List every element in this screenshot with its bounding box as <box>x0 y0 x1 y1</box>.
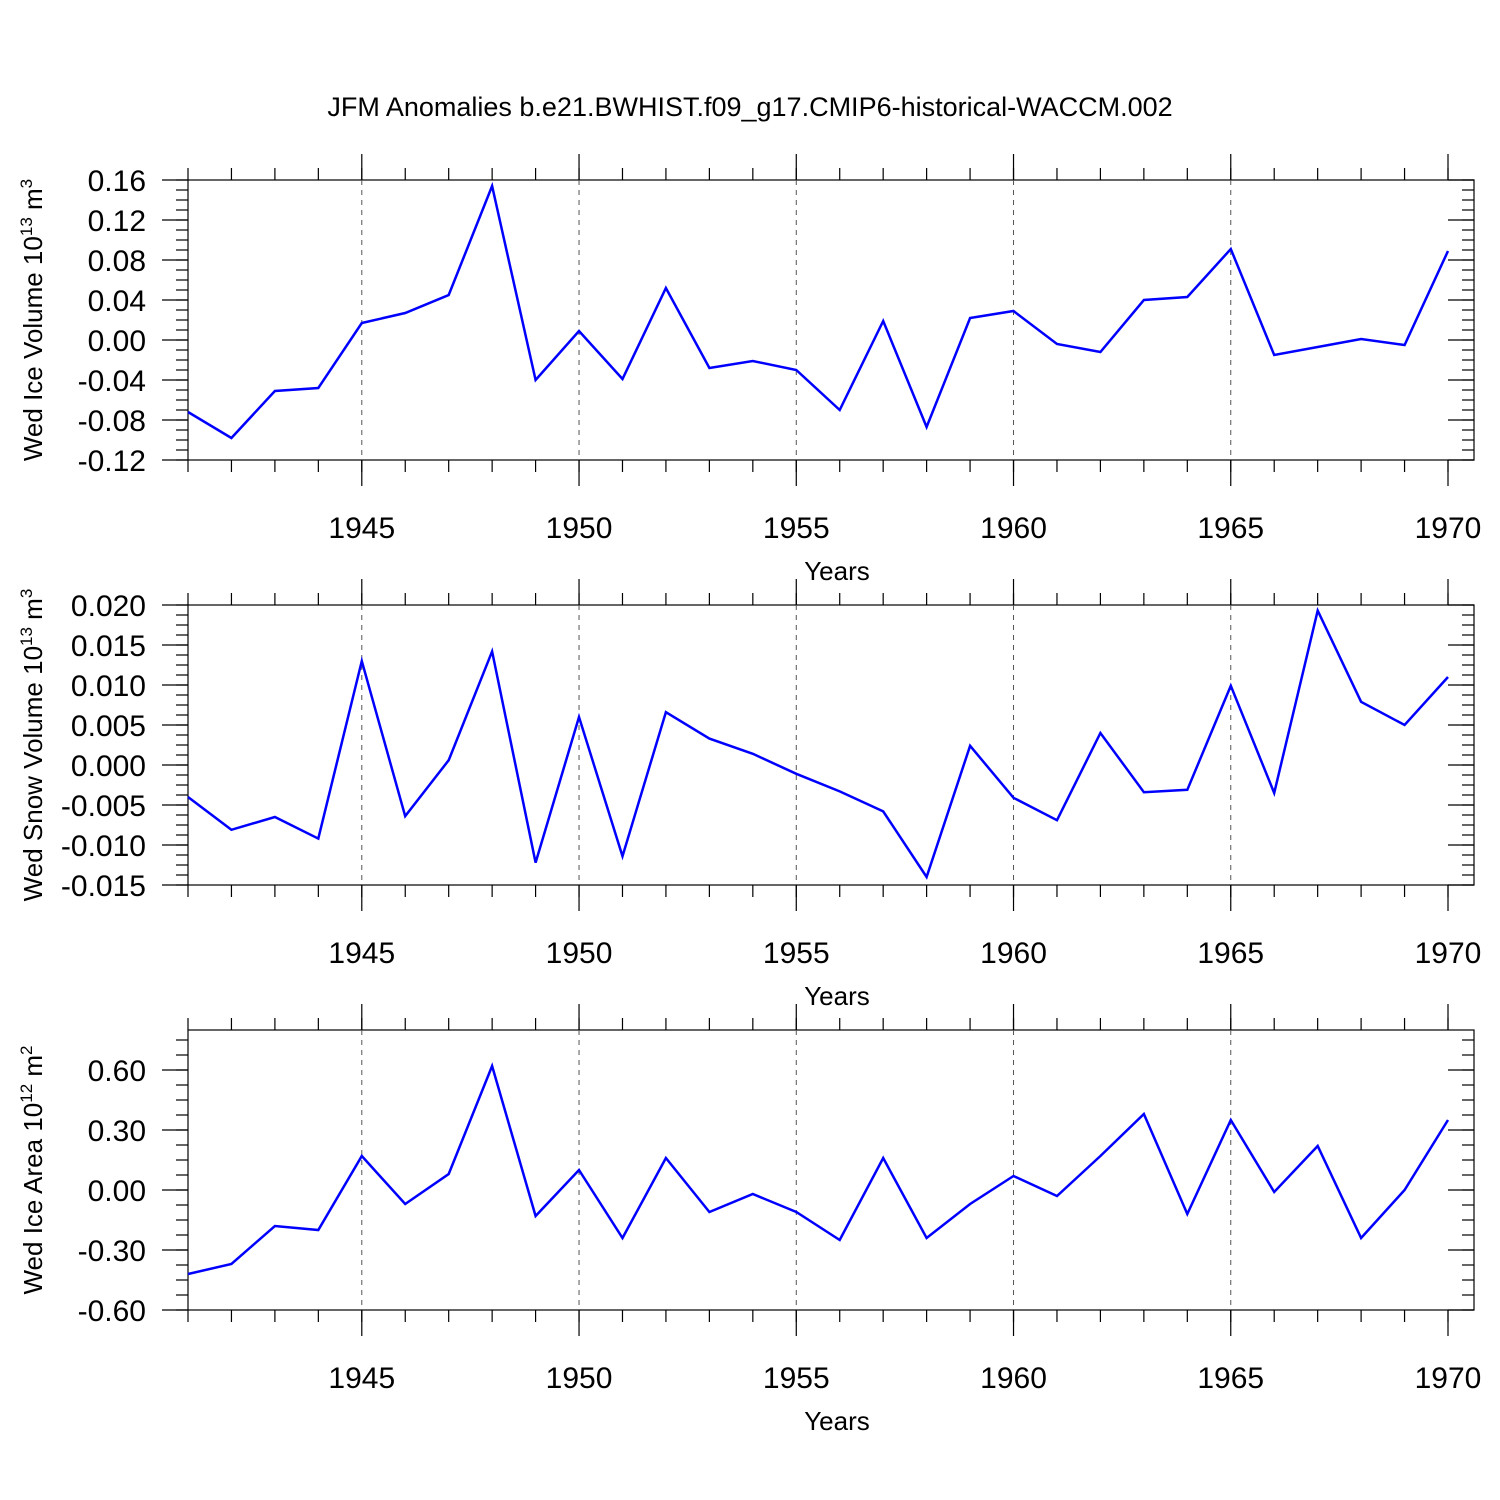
y-tick-label: 0.12 <box>88 205 146 238</box>
y-tick-label: -0.60 <box>78 1295 146 1328</box>
y-tick-label: -0.015 <box>61 870 146 903</box>
y-tick-label: 0.30 <box>88 1115 146 1148</box>
y-axis-label: Wed Ice Volume 1013 m3 <box>17 179 48 461</box>
x-axis-label: Years <box>804 981 870 1011</box>
y-tick-label: 0.00 <box>88 325 146 358</box>
x-tick-label: 1950 <box>546 937 613 970</box>
x-tick-label: 1960 <box>980 1362 1047 1395</box>
x-axis-label: Years <box>804 1406 870 1436</box>
x-tick-label: 1950 <box>546 512 613 545</box>
y-axis-label-text: Wed Ice Volume 10 <box>18 236 48 461</box>
y-tick-label: 0.16 <box>88 165 146 198</box>
x-tick-label: 1970 <box>1415 937 1482 970</box>
plot-frame <box>187 1029 1475 1311</box>
series-line-ice-area <box>187 1062 1450 1276</box>
y-tick-label: -0.12 <box>78 445 146 478</box>
y-axis-label-superscript: 12 <box>17 1084 36 1103</box>
x-tick-label: 1965 <box>1197 512 1264 545</box>
y-tick-label: 0.04 <box>88 285 146 318</box>
y-tick-label: -0.08 <box>78 405 146 438</box>
x-axis-label: Years <box>804 556 870 586</box>
y-tick-label: 0.00 <box>88 1175 146 1208</box>
y-axis-label-text: m <box>18 598 48 627</box>
x-tick-label: 1955 <box>763 512 830 545</box>
x-tick-label: 1970 <box>1415 512 1482 545</box>
y-tick-label: 0.60 <box>88 1055 146 1088</box>
y-axis-label: Wed Ice Area 1012 m2 <box>17 1045 48 1294</box>
x-tick-label: 1950 <box>546 1362 613 1395</box>
y-axis-label-text: m <box>18 1055 48 1084</box>
x-tick-label: 1965 <box>1197 1362 1264 1395</box>
plot-frame <box>187 604 1475 886</box>
x-tick-label: 1945 <box>328 1362 395 1395</box>
x-tick-label: 1945 <box>328 512 395 545</box>
panel-ice-area: 1945 1950 1955 1960 1965 1970 0.60 0.30 0.00 -0.3… <box>17 1004 1481 1436</box>
y-axis-label-text: m <box>18 188 48 217</box>
y-tick-label: 0.015 <box>71 630 146 663</box>
series-line-snow-volume <box>187 606 1449 880</box>
x-tick-label: 1945 <box>328 937 395 970</box>
y-tick-label: -0.04 <box>78 365 146 398</box>
chart-title: JFM Anomalies b.e21.BWHIST.f09_g17.CMIP6… <box>327 92 1172 122</box>
y-tick-label: 0.08 <box>88 245 146 278</box>
x-tick-label: 1960 <box>980 937 1047 970</box>
panel-snow-volume: 1945 1950 1955 1960 1965 1970 0.020 0.015 0.010 0… <box>17 579 1481 1011</box>
y-axis-label-text: Wed Ice Area 10 <box>18 1103 48 1295</box>
y-tick-label: -0.010 <box>61 830 146 863</box>
y-tick-label: 0.000 <box>71 750 146 783</box>
y-axis-label: Wed Snow Volume 1013 m3 <box>17 589 48 902</box>
plot-frame <box>187 179 1475 461</box>
x-tick-label: 1955 <box>763 937 830 970</box>
series-line-ice-volume <box>187 181 1450 440</box>
y-axis-label-superscript: 3 <box>17 179 36 188</box>
y-axis-label-text: Wed Snow Volume 10 <box>18 646 48 901</box>
y-tick-label: -0.30 <box>78 1235 146 1268</box>
y-tick-label: 0.020 <box>71 590 146 623</box>
y-axis-label-superscript: 2 <box>17 1045 36 1054</box>
x-tick-label: 1965 <box>1197 937 1264 970</box>
x-tick-label: 1970 <box>1415 1362 1482 1395</box>
y-axis-label-superscript: 13 <box>17 217 36 236</box>
y-tick-label: 0.010 <box>71 670 146 703</box>
y-axis-label-superscript: 13 <box>17 627 36 646</box>
y-tick-label: 0.005 <box>71 710 146 743</box>
y-tick-label: -0.005 <box>61 790 146 823</box>
y-axis-label-superscript: 3 <box>17 589 36 598</box>
x-tick-label: 1955 <box>763 1362 830 1395</box>
panels: 1945 1950 1955 1960 1965 1970 0.16 0.12 0.08 0.04… <box>17 154 1481 1436</box>
panel-ice-volume: 1945 1950 1955 1960 1965 1970 0.16 0.12 0.08 0.04… <box>17 154 1481 586</box>
x-tick-label: 1960 <box>980 512 1047 545</box>
